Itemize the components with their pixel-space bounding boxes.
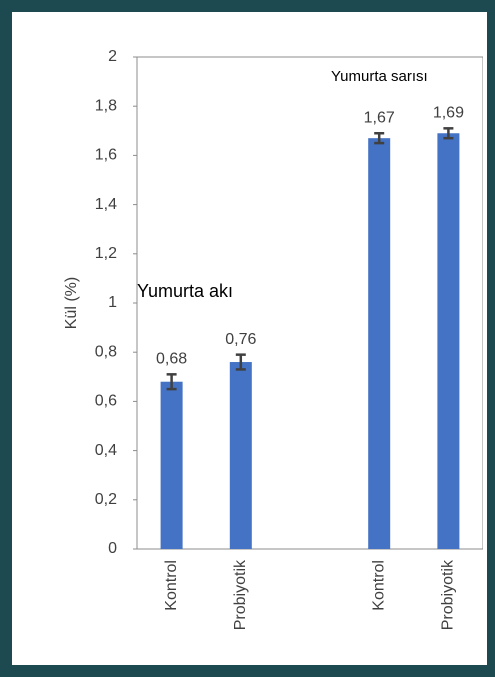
x-tick-label: Probiyotik	[440, 559, 457, 630]
x-tick-label: Kontrol	[163, 560, 180, 611]
y-tick-label: 0,6	[95, 393, 117, 410]
y-tick-label: 1,8	[95, 97, 117, 114]
chart: Kül (%) Yumurta akı Yumurta sarısı 0 0,2 0…	[63, 48, 483, 630]
y-tick-label: 0,8	[95, 343, 117, 360]
y-tick-label: 0	[108, 540, 117, 557]
y-tick-label: 1,4	[95, 196, 117, 213]
y-tick-label: 1	[108, 294, 117, 311]
value-label: 0,76	[225, 331, 256, 348]
y-axis-label: Kül (%)	[63, 277, 80, 329]
y-tick-label: 1,2	[95, 245, 117, 262]
plot-box	[136, 56, 483, 550]
annotation: Yumurta sarısı	[331, 68, 428, 85]
y-tick-label: 0,4	[95, 442, 117, 459]
x-tick-label: Kontrol	[370, 560, 387, 611]
value-label: 1,69	[433, 105, 464, 122]
value-label: 1,67	[364, 109, 395, 126]
x-tick-label: Probiyotik	[232, 559, 249, 630]
bar	[229, 362, 252, 549]
value-label: 0,68	[156, 351, 187, 368]
y-tick-label: 2	[108, 48, 117, 65]
bar	[437, 133, 460, 549]
bar	[160, 381, 183, 549]
annotation: Yumurta akı	[137, 281, 233, 301]
y-tick-label: 0,2	[95, 491, 117, 508]
bar	[368, 138, 391, 549]
y-tick-label: 1,6	[95, 147, 117, 164]
